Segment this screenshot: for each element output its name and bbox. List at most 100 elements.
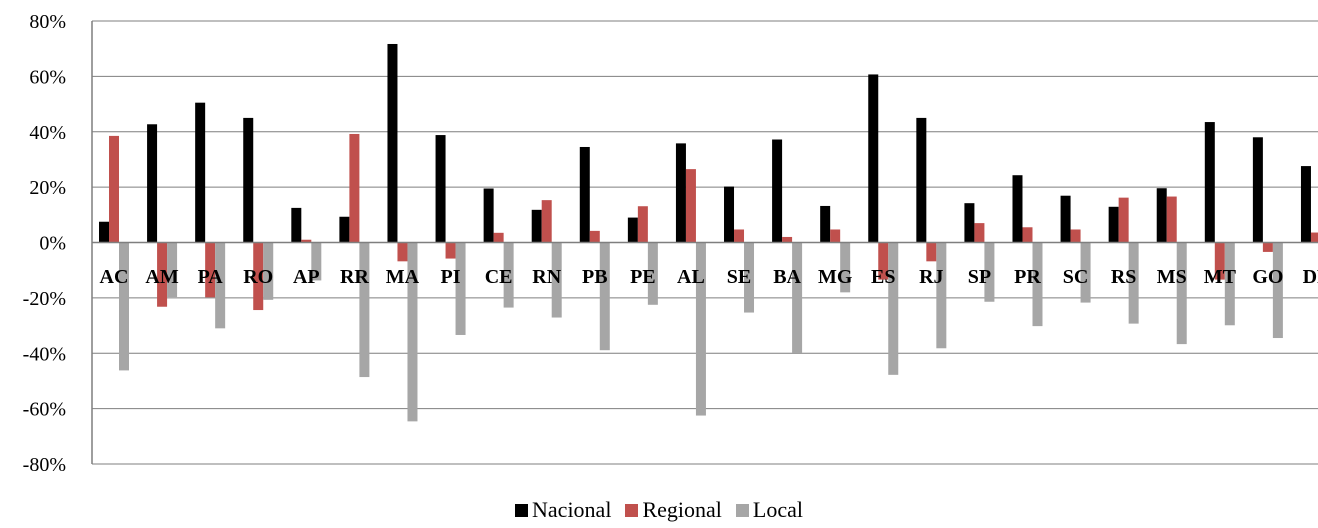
bar-local-pr (1032, 242, 1043, 327)
bar-nacional-ro (243, 117, 254, 243)
bar-local-al (695, 242, 706, 416)
bar-local-sp (984, 242, 995, 302)
category-label: AC (100, 266, 129, 288)
legend: Nacional Regional Local (0, 497, 1318, 523)
category-label: SE (727, 266, 751, 288)
bar-regional-am (157, 242, 168, 307)
legend-swatch (735, 503, 749, 517)
bar-regional-mt (1214, 242, 1225, 280)
axes (91, 21, 1318, 464)
bar-regional-rj (926, 242, 937, 262)
legend-label: Local (752, 497, 803, 522)
bar-local-rs (1128, 242, 1139, 324)
y-tick-label: 60% (29, 66, 66, 88)
bar-regional-rn (541, 200, 552, 243)
bar-regional-ac (109, 135, 119, 243)
y-tick-label: 20% (29, 177, 66, 199)
y-tick-label: 0% (39, 233, 66, 255)
bar-nacional-ms (1156, 188, 1167, 243)
category-label: MG (818, 266, 853, 288)
bar-regional-sp (974, 223, 985, 243)
bar-regional-rs (1118, 197, 1129, 243)
category-label: SP (968, 266, 991, 288)
bar-nacional-ba (772, 139, 783, 243)
category-label: RO (243, 266, 273, 288)
bar-regional-ms (1166, 196, 1177, 243)
bar-regional-ce (493, 232, 504, 243)
legend-item-regional: Regional (625, 497, 722, 523)
category-label: SC (1063, 266, 1089, 288)
bar-local-rn (551, 242, 562, 318)
bar-local-ma (407, 242, 418, 422)
bar-nacional-al (675, 143, 686, 243)
bar-nacional-sc (1060, 195, 1071, 243)
bar-regional-pe (637, 206, 648, 243)
category-labels: AC AM PA RO AP RR MA PI CE RN PB PE AL SE BA MG ES RJ SP PR… (100, 266, 1318, 288)
bar-local-pa (215, 242, 226, 329)
category-label: PI (441, 266, 461, 288)
bar-nacional-rr (339, 216, 350, 243)
bar-local-ba (792, 242, 803, 353)
bar-nacional-go (1252, 137, 1263, 243)
bar-nacional-pb (579, 146, 590, 243)
category-label: PR (1014, 266, 1041, 288)
bar-local-pe (647, 242, 658, 305)
category-label: PB (582, 266, 608, 288)
bar-regional-go (1262, 242, 1273, 252)
bar-nacional-rj (916, 117, 927, 243)
bar-local-es (888, 242, 899, 375)
chart: -80%-60%-40%-20%0%20%40%60%80% AC AM PA RO A… (23, 11, 1318, 476)
category-label: RR (340, 266, 369, 288)
bar-regional-es (878, 242, 889, 280)
legend-swatch (515, 503, 529, 517)
legend-swatch (625, 503, 639, 517)
bar-regional-pb (589, 230, 600, 243)
category-label: PA (198, 266, 224, 288)
bar-local-rr (359, 242, 370, 378)
bar-regional-sc (1070, 229, 1081, 243)
bar-nacional-se (724, 186, 735, 243)
bar-regional-ap (301, 239, 312, 243)
bar-local-mt (1224, 242, 1235, 326)
bar-local-pi (455, 242, 466, 335)
bar-regional-mg (830, 229, 841, 243)
category-label: BA (773, 266, 801, 288)
category-label: AM (145, 266, 178, 288)
legend-label: Nacional (532, 497, 612, 522)
category-label: PE (630, 266, 656, 288)
bar-local-ap (311, 242, 322, 281)
bar-local-ro (263, 242, 274, 300)
bar-nacional-am (147, 124, 158, 243)
bar-regional-rr (349, 133, 360, 243)
y-tick-label: -80% (23, 454, 66, 476)
y-tick-label: -60% (23, 399, 66, 421)
bar-nacional-mg (820, 205, 831, 243)
category-label: RN (532, 266, 561, 288)
bar-nacional-df (1300, 166, 1311, 243)
legend-item-local: Local (735, 497, 803, 523)
bar-regional-se (734, 229, 745, 243)
bar-local-ac (119, 242, 129, 371)
bar-regional-pr (1022, 227, 1033, 243)
bar-nacional-sp (964, 203, 975, 243)
bar-regional-ma (397, 242, 408, 262)
bar-local-am (167, 242, 178, 298)
category-label: AP (293, 266, 320, 288)
bar-nacional-pr (1012, 175, 1023, 243)
y-axis-tick-labels: -80% -60% -40% -20% 0% 20% 40% 60% 80% (23, 11, 66, 476)
bar-nacional-mt (1204, 122, 1215, 243)
bar-nacional-rs (1108, 206, 1119, 243)
category-label: MS (1157, 266, 1187, 288)
bar-local-go (1272, 242, 1283, 339)
bar-nacional-pe (627, 217, 638, 243)
bar-nacional-ma (387, 43, 398, 243)
category-label: RS (1111, 266, 1137, 288)
bar-nacional-ce (483, 188, 494, 243)
bar-nacional-rn (531, 209, 542, 243)
bar-nacional-pi (435, 135, 446, 243)
bar-local-se (744, 242, 755, 313)
bar-nacional-ap (291, 207, 302, 243)
bar-local-rj (936, 242, 947, 349)
bar-nacional-pa (195, 102, 206, 243)
legend-label: Regional (642, 497, 722, 522)
